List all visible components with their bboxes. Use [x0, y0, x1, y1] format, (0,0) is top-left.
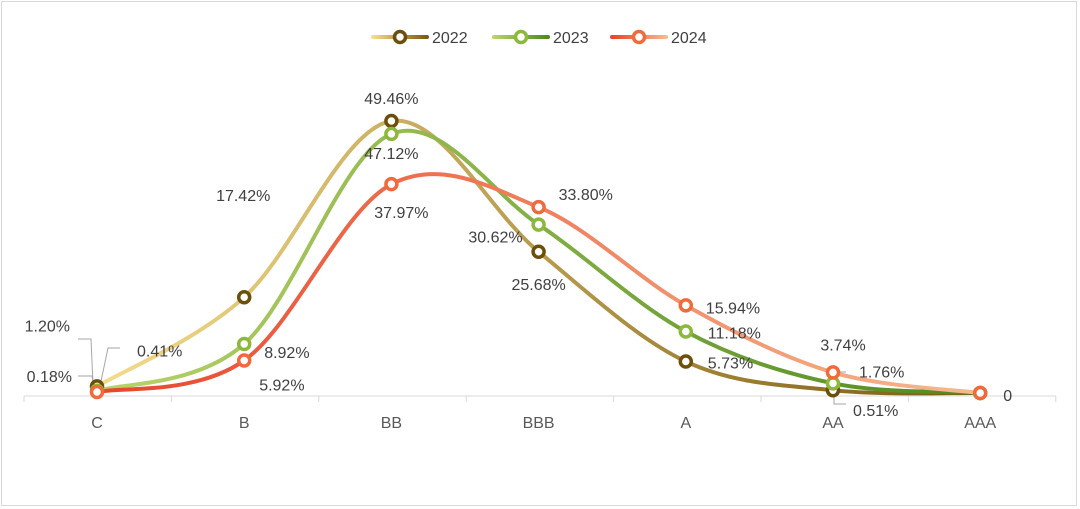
legend-label-2023: 2023	[553, 30, 589, 47]
data-point-2023-B	[236, 336, 252, 352]
data-label-2022-AA: 0.51%	[853, 403, 898, 420]
data-label-2024-A: 15.94%	[706, 300, 760, 317]
data-point-2022-B	[236, 289, 252, 305]
legend-marker-2023	[513, 29, 529, 45]
x-tick-label: A	[680, 415, 691, 432]
data-point-2023-BBB	[531, 217, 546, 232]
data-point-2023-BB	[384, 126, 399, 142]
data-label-2024-C: 0.18%	[27, 369, 72, 386]
x-tick-label: BB	[381, 415, 402, 432]
data-label-2024-BBB: 33.80%	[559, 187, 613, 204]
data-label-2023-AA: 1.76%	[859, 364, 904, 381]
x-axis-tick-labels: C B BB BBB A AA AAA	[91, 415, 996, 432]
data-point-2024-C	[89, 384, 105, 400]
data-point-2023-A	[678, 324, 694, 339]
data-point-2022-BBB	[531, 244, 546, 260]
legend-marker-2022	[392, 29, 408, 45]
data-label-2024-B: 5.92%	[259, 377, 304, 394]
data-point-2024-BBB	[531, 199, 546, 215]
x-tick-label: C	[91, 415, 103, 432]
leader-line	[99, 347, 120, 387]
x-tick-label: AAA	[964, 415, 996, 432]
data-label-2023-C: 0.41%	[137, 344, 182, 361]
legend-label-2022: 2022	[432, 30, 468, 47]
data-label-2023-A: 11.18%	[708, 326, 761, 343]
data-point-2024-B	[236, 353, 252, 368]
x-axis-ticks	[23, 396, 1057, 402]
data-label-2022-BBB: 25.68%	[511, 277, 565, 294]
x-tick-label: AA	[822, 415, 844, 432]
data-label-2023-BBB: 30.62%	[468, 230, 522, 247]
data-point-2024-AA	[825, 365, 841, 380]
legend: 2022 2023 2024	[371, 29, 707, 47]
data-label-2022-BB: 49.46%	[364, 91, 418, 108]
x-tick-label: B	[239, 415, 250, 432]
x-tick-label: BBB	[523, 415, 555, 432]
leader-line	[78, 338, 94, 385]
data-point-2022-BB	[384, 113, 399, 129]
data-point-2024-AAA	[972, 385, 988, 401]
legend-label-2024: 2024	[671, 30, 707, 47]
series-markers	[89, 113, 988, 401]
data-label-2024-AAA: 0	[1003, 388, 1012, 405]
data-point-2024-BB	[384, 176, 399, 192]
data-label-2023-BB: 47.12%	[364, 146, 418, 163]
data-label-2024-BB: 37.97%	[374, 205, 428, 222]
data-label-2022-C: 1.20%	[25, 318, 70, 335]
data-label-2024-AA: 3.74%	[820, 337, 865, 354]
data-label-2023-B: 8.92%	[264, 345, 309, 362]
data-point-2022-A	[678, 354, 694, 369]
data-labels: 1.20% 17.42% 49.46% 25.68% 5.73% 0.51% 0.41% 8.…	[25, 91, 1013, 420]
data-point-2024-A	[678, 298, 694, 313]
data-label-2022-A: 5.73%	[708, 355, 753, 372]
legend-marker-2024	[631, 29, 647, 45]
data-label-2022-B: 17.42%	[216, 188, 270, 205]
